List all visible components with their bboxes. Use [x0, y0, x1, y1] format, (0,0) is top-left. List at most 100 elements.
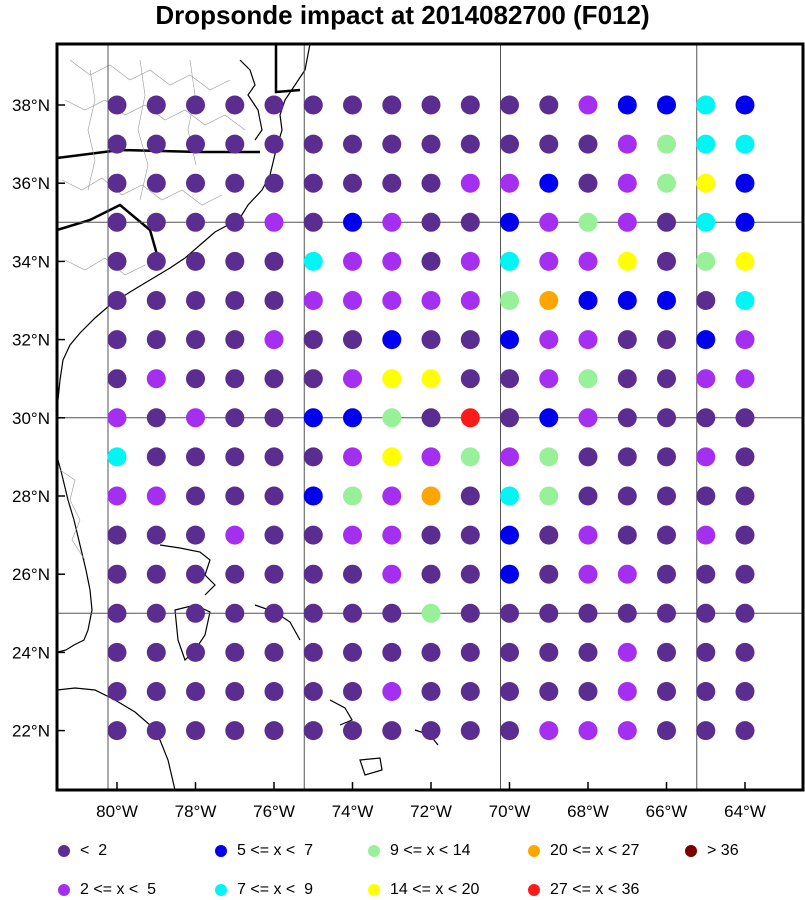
impact-dot [460, 682, 480, 701]
impact-dot [186, 603, 205, 623]
impact-dot [264, 447, 284, 467]
impact-dot [186, 447, 205, 467]
impact-dot [343, 564, 362, 584]
x-tick-label: 76°W [253, 802, 295, 821]
impact-dot [421, 564, 441, 584]
impact-dot [186, 486, 205, 506]
impact-dot [146, 447, 166, 467]
impact-dot [107, 134, 127, 154]
impact-dot [460, 251, 480, 271]
impact-dot [264, 212, 284, 232]
impact-dot [146, 564, 166, 584]
impact-dot [303, 251, 323, 271]
impact-dot [303, 486, 323, 506]
impact-dot [500, 369, 519, 389]
x-tick-label: 64°W [724, 802, 766, 821]
impact-dot [460, 721, 480, 741]
legend-swatch [368, 845, 380, 857]
impact-dot [578, 603, 598, 623]
impact-dot [264, 369, 284, 389]
impact-dot [617, 369, 637, 389]
impact-dot [735, 721, 755, 741]
impact-dot [303, 682, 323, 701]
impact-dot [107, 525, 127, 545]
impact-dot [186, 642, 205, 662]
impact-dot [421, 486, 441, 506]
x-tick-label: 70°W [489, 802, 531, 821]
impact-dot [186, 525, 205, 545]
impact-dot [578, 564, 598, 584]
legend-swatch [58, 884, 70, 896]
x-tick-label: 80°W [96, 802, 138, 821]
impact-dot [264, 134, 284, 154]
impact-dot [382, 447, 402, 467]
impact-dot [460, 525, 480, 545]
y-tick-label: 38°N [12, 96, 50, 115]
impact-dot [460, 642, 480, 662]
impact-dot [186, 369, 205, 389]
impact-dot [696, 642, 716, 662]
impact-dot [107, 291, 127, 310]
impact-dot [539, 173, 559, 193]
impact-dot [735, 173, 755, 193]
legend-label: 2 <= x < 5 [80, 881, 157, 898]
legend-swatch [215, 884, 227, 896]
impact-dot [382, 525, 402, 545]
impact-dot [146, 603, 166, 623]
impact-dot [107, 173, 127, 193]
impact-dot [617, 642, 637, 662]
impact-dot [225, 564, 245, 584]
impact-dot [617, 95, 637, 115]
impact-dot [225, 603, 245, 623]
map-frame [55, 42, 805, 792]
impact-dot [460, 134, 480, 154]
impact-dot [303, 291, 323, 310]
legend-swatch [215, 845, 227, 857]
impact-dot [617, 564, 637, 584]
legend-label: 7 <= x < 9 [237, 881, 314, 898]
impact-dot [225, 291, 245, 310]
impact-dot [343, 721, 362, 741]
impact-dot [225, 525, 245, 545]
impact-dot [617, 330, 637, 350]
legend-label: > 36 [707, 842, 739, 859]
impact-dot [343, 408, 362, 428]
impact-dot [303, 447, 323, 467]
impact-dot [146, 642, 166, 662]
legend-label: 9 <= x < 14 [390, 842, 471, 859]
impact-dot [657, 251, 676, 271]
impact-dot [186, 564, 205, 584]
legend-swatch [368, 884, 380, 896]
impact-dot [146, 486, 166, 506]
impact-dot [303, 408, 323, 428]
impact-dot [617, 603, 637, 623]
impact-dot [225, 682, 245, 701]
impact-dot [264, 564, 284, 584]
impact-dot [460, 603, 480, 623]
impact-dot [735, 447, 755, 467]
impact-dot [578, 682, 598, 701]
impact-dot [225, 251, 245, 271]
impact-dot [264, 95, 284, 115]
impact-dot [657, 721, 676, 741]
legend-item: > 36 [685, 842, 739, 860]
impact-dot [696, 721, 716, 741]
impact-dot [421, 682, 441, 701]
impact-dot [735, 330, 755, 350]
impact-dot [617, 486, 637, 506]
impact-dot [146, 251, 166, 271]
impact-dot [107, 447, 127, 467]
impact-dot [343, 212, 362, 232]
impact-dot [539, 134, 559, 154]
impact-dot [382, 330, 402, 350]
impact-dot [460, 447, 480, 467]
impact-dot [578, 486, 598, 506]
impact-dot [343, 369, 362, 389]
impact-dot [500, 173, 519, 193]
impact-dot [539, 486, 559, 506]
impact-dot [421, 251, 441, 271]
impact-dot [107, 408, 127, 428]
impact-dot [578, 212, 598, 232]
impact-dot [460, 95, 480, 115]
impact-dot [382, 212, 402, 232]
